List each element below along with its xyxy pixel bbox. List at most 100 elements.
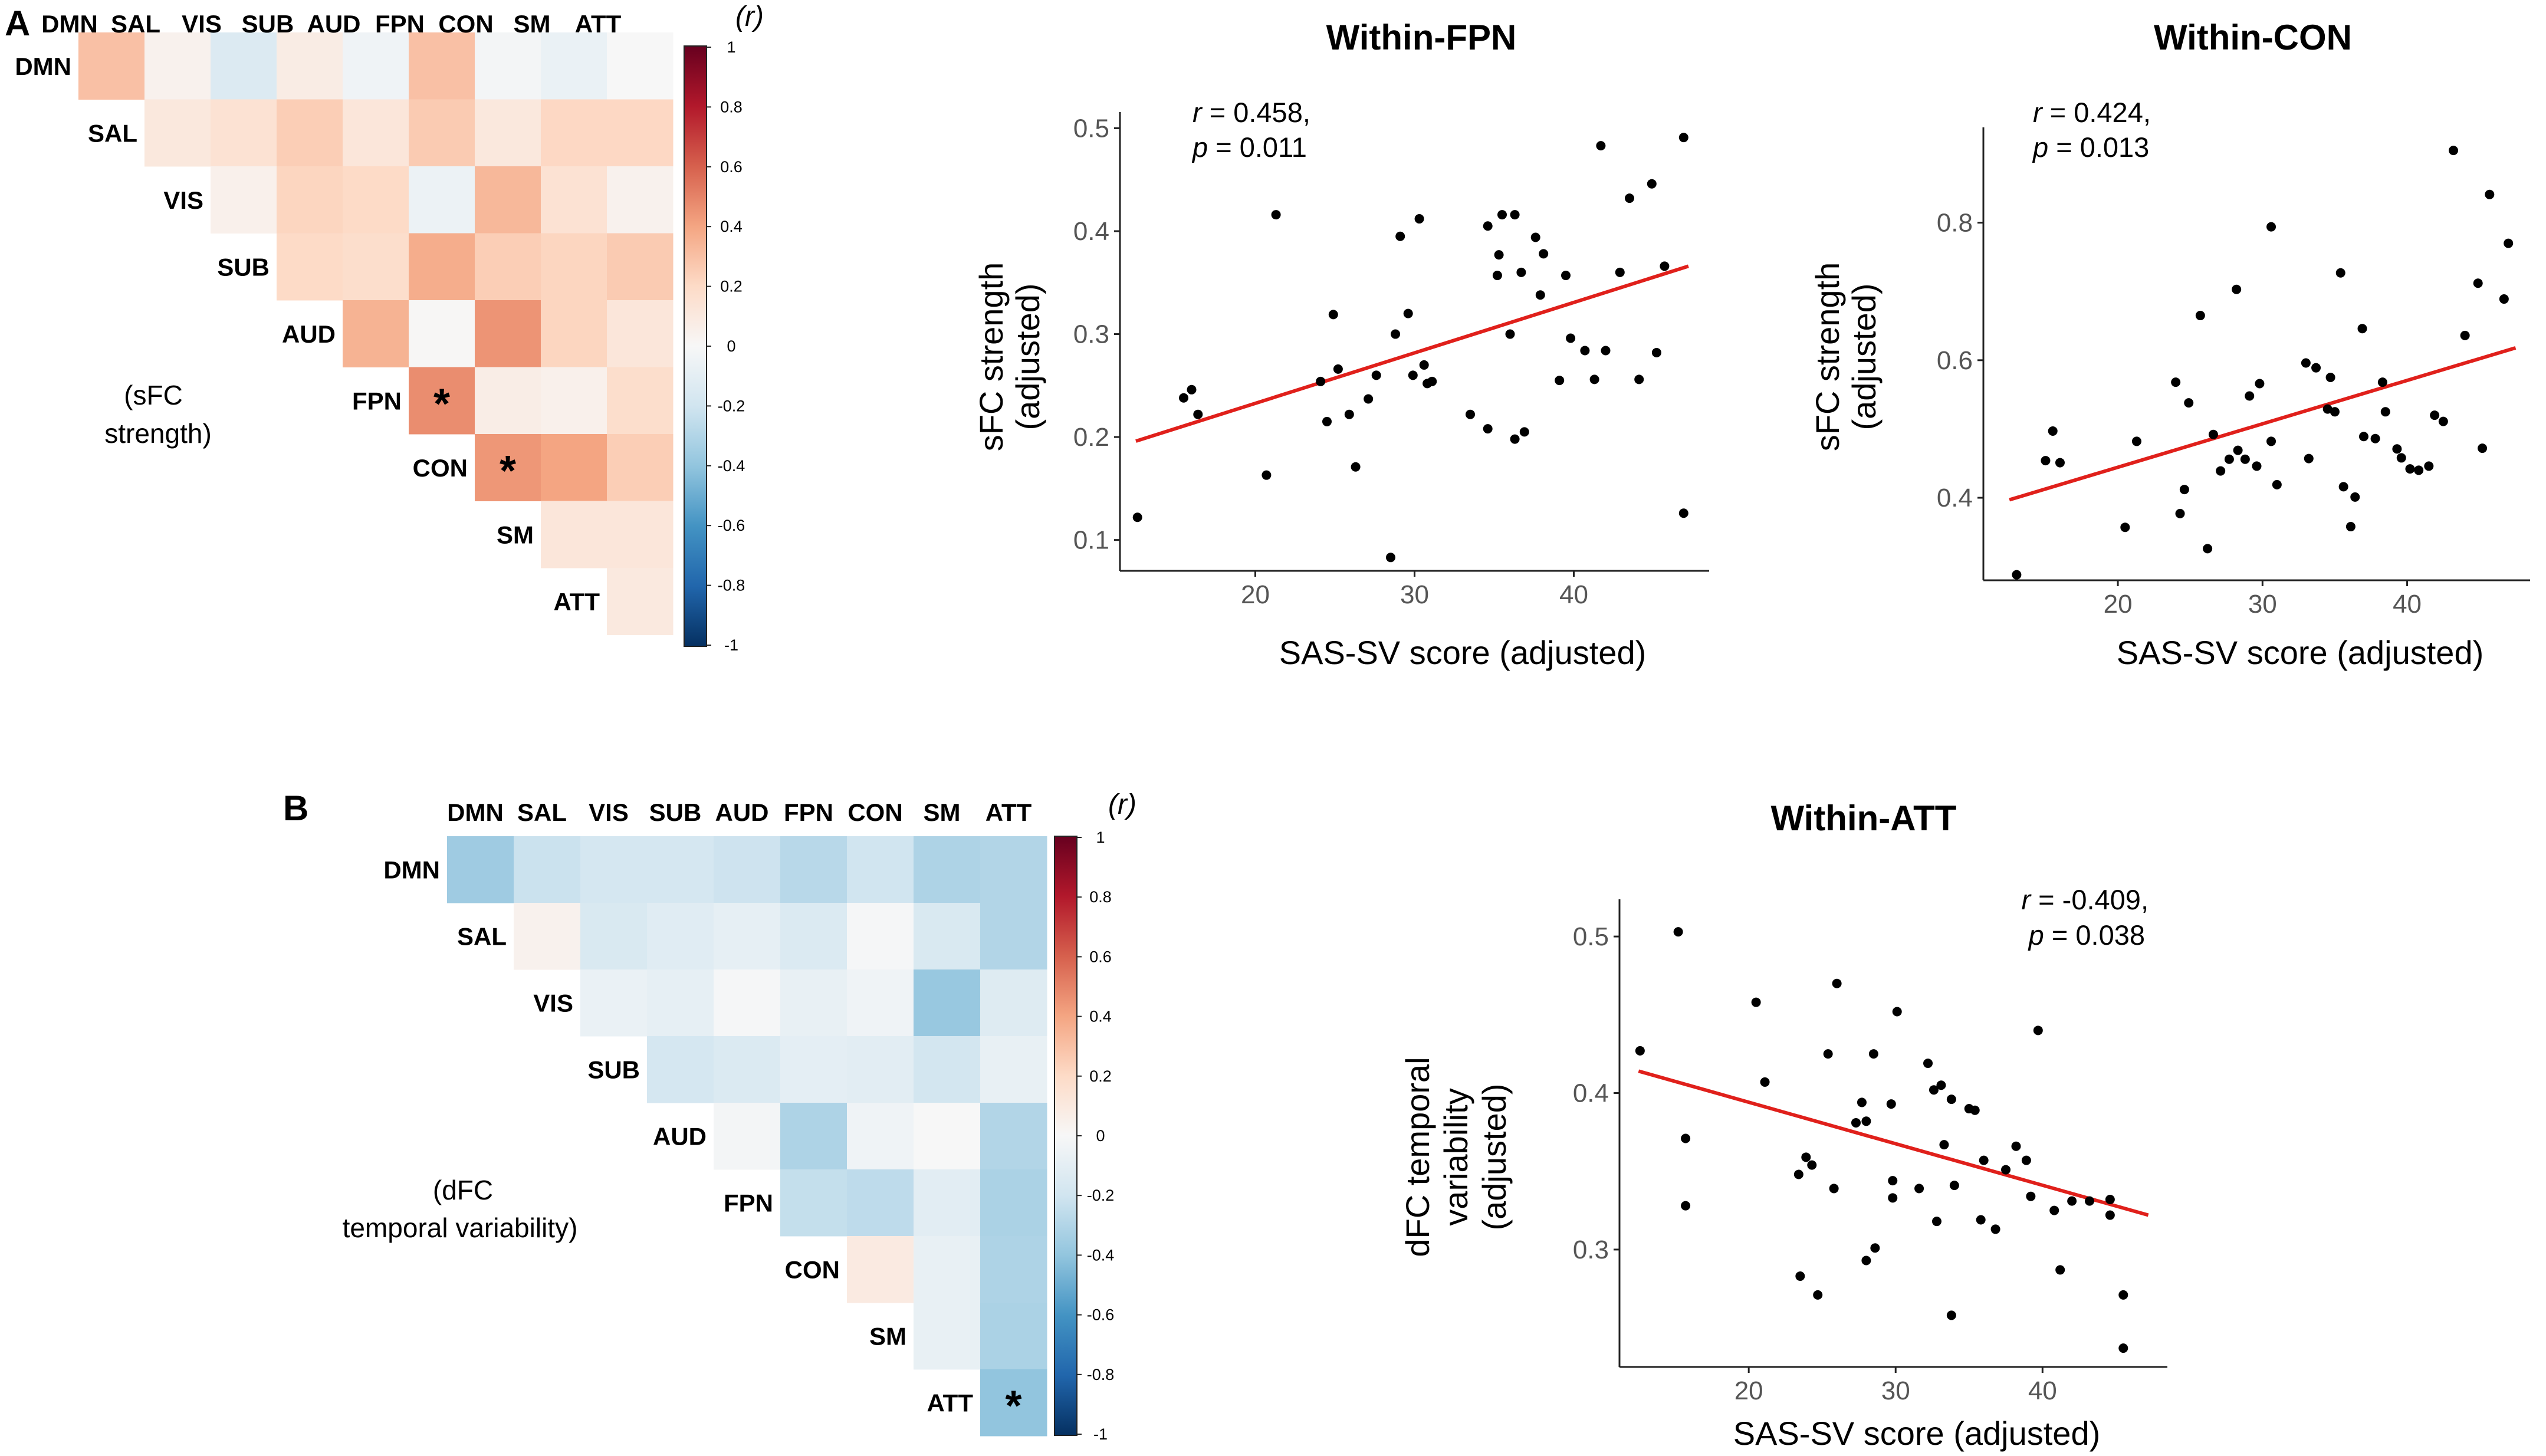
heatmap-cell-aud-att xyxy=(607,300,674,367)
row-label-att: ATT xyxy=(553,588,600,616)
data-point xyxy=(2216,466,2226,476)
data-point xyxy=(2266,222,2276,232)
x-tick-label: 40 xyxy=(2393,590,2422,619)
y-tick-label: 0.1 xyxy=(1073,526,1109,555)
data-point xyxy=(2350,492,2360,502)
y-tick-label: 0.4 xyxy=(1573,1079,1609,1108)
column-label-vis: VIS xyxy=(182,10,222,38)
data-point xyxy=(2184,398,2194,408)
data-point xyxy=(1678,508,1688,518)
panel-label-b: B xyxy=(283,788,308,828)
r-symbol: r xyxy=(2021,884,2032,915)
data-point xyxy=(1427,376,1437,386)
p-symbol: p xyxy=(2032,132,2048,163)
data-point xyxy=(2449,146,2459,156)
data-point xyxy=(2048,426,2058,436)
heatmap-cell-att-att xyxy=(607,568,674,635)
data-point xyxy=(2377,377,2387,387)
data-point xyxy=(1936,1080,1946,1090)
data-point xyxy=(2345,522,2356,532)
data-point xyxy=(1414,214,1424,224)
data-point xyxy=(1807,1160,1817,1170)
column-label-fpn: FPN xyxy=(784,798,833,826)
column-label-sm: SM xyxy=(514,10,551,38)
heatmap-cell-vis-con xyxy=(847,969,914,1037)
heatmap-a-row-labels: DMN SAL VIS SUB AUD FPN CON SM ATT xyxy=(15,52,600,616)
row-label-sal: SAL xyxy=(88,119,137,147)
colorbar-b xyxy=(1054,836,1077,1436)
data-point xyxy=(1193,409,1203,419)
data-point xyxy=(1615,267,1625,277)
data-point xyxy=(1510,434,1520,444)
heatmap-cell-dmn-sal xyxy=(514,836,581,903)
regression-line xyxy=(2009,346,2517,502)
colorbar-tick-label: 1 xyxy=(727,38,735,56)
colorbar-tick-label: 0.4 xyxy=(720,218,743,235)
data-point xyxy=(1851,1118,1861,1128)
column-label-sal: SAL xyxy=(517,798,567,826)
data-point xyxy=(1923,1059,1933,1069)
heatmap-cell-fpn-sm xyxy=(541,367,607,435)
heatmap-cell-vis-att xyxy=(607,166,674,234)
data-point xyxy=(1990,1224,2000,1234)
heatmap-cell-sal-con xyxy=(847,903,914,970)
data-point xyxy=(2105,1210,2115,1220)
data-point xyxy=(2322,404,2333,414)
data-point xyxy=(2240,454,2250,464)
data-point xyxy=(2499,294,2509,304)
heatmap-cell-sal-con xyxy=(475,99,541,167)
scatter-att-ylabel-line2: variability xyxy=(1437,1088,1474,1225)
colorbar-a-title: (r) xyxy=(735,1,764,32)
row-label-sm: SM xyxy=(869,1323,906,1350)
data-point xyxy=(1751,997,1761,1007)
data-point xyxy=(2012,570,2022,580)
heatmap-cell-sm-att xyxy=(607,501,674,568)
heatmap-cell-con-sm xyxy=(541,434,607,501)
data-point xyxy=(1510,210,1520,220)
data-point xyxy=(2021,1155,2031,1165)
colorbar-tick-label: 0.4 xyxy=(1089,1008,1112,1026)
heatmap-cell-dmn-sm xyxy=(541,32,607,100)
data-point xyxy=(2131,436,2141,446)
heatmap-cell-sal-vis xyxy=(580,903,648,970)
scatter-att-ylabel-line1: dFC temporal xyxy=(1399,1057,1436,1257)
scatter-within-con: Within-CON 20 30 40 0.4 0.6 0.8 r = 0.424, p … xyxy=(1809,18,2530,671)
heatmap-cell-vis-con xyxy=(475,166,541,234)
data-point xyxy=(1516,267,1526,277)
data-point xyxy=(1344,409,1354,419)
data-point xyxy=(2430,410,2440,420)
heatmap-b-column-labels: DMN SAL VIS SUB AUD FPN CON SM ATT xyxy=(447,798,1031,826)
data-point xyxy=(1596,141,1606,151)
column-label-fpn: FPN xyxy=(375,10,425,38)
scatter-fpn-annotation-r: r = 0.458, xyxy=(1192,97,1310,128)
heatmap-cell-aud-sm xyxy=(914,1103,981,1170)
data-point xyxy=(2233,445,2243,455)
heatmap-cell-dmn-sub xyxy=(277,32,343,100)
data-point xyxy=(2224,454,2234,464)
heatmap-a-cells: ** xyxy=(78,32,674,635)
data-point xyxy=(2414,465,2424,475)
data-point xyxy=(1589,374,1599,384)
significance-marker: * xyxy=(500,448,516,495)
x-tick-label: 30 xyxy=(1881,1376,1910,1405)
x-tick-label: 40 xyxy=(2028,1376,2057,1405)
data-point xyxy=(1795,1271,1805,1281)
heatmap-b-cells: * xyxy=(447,836,1047,1437)
data-point xyxy=(2041,456,2051,466)
y-tick-label: 0.5 xyxy=(1073,114,1109,143)
data-point xyxy=(2370,433,2380,443)
data-point xyxy=(2245,391,2255,401)
heatmap-cell-dmn-att xyxy=(980,836,1047,903)
p-value: = 0.011 xyxy=(1208,132,1307,163)
data-point xyxy=(1857,1097,1867,1107)
colorbar-a xyxy=(684,45,707,647)
y-tick-label: 0.4 xyxy=(1073,217,1109,246)
data-point xyxy=(1635,1046,1645,1056)
heatmap-cell-sm-att xyxy=(980,1303,1047,1370)
row-label-att: ATT xyxy=(927,1389,973,1417)
data-point xyxy=(1888,1176,1898,1186)
data-point xyxy=(2301,358,2311,368)
data-point xyxy=(2357,324,2367,334)
p-symbol: p xyxy=(1191,132,1208,163)
